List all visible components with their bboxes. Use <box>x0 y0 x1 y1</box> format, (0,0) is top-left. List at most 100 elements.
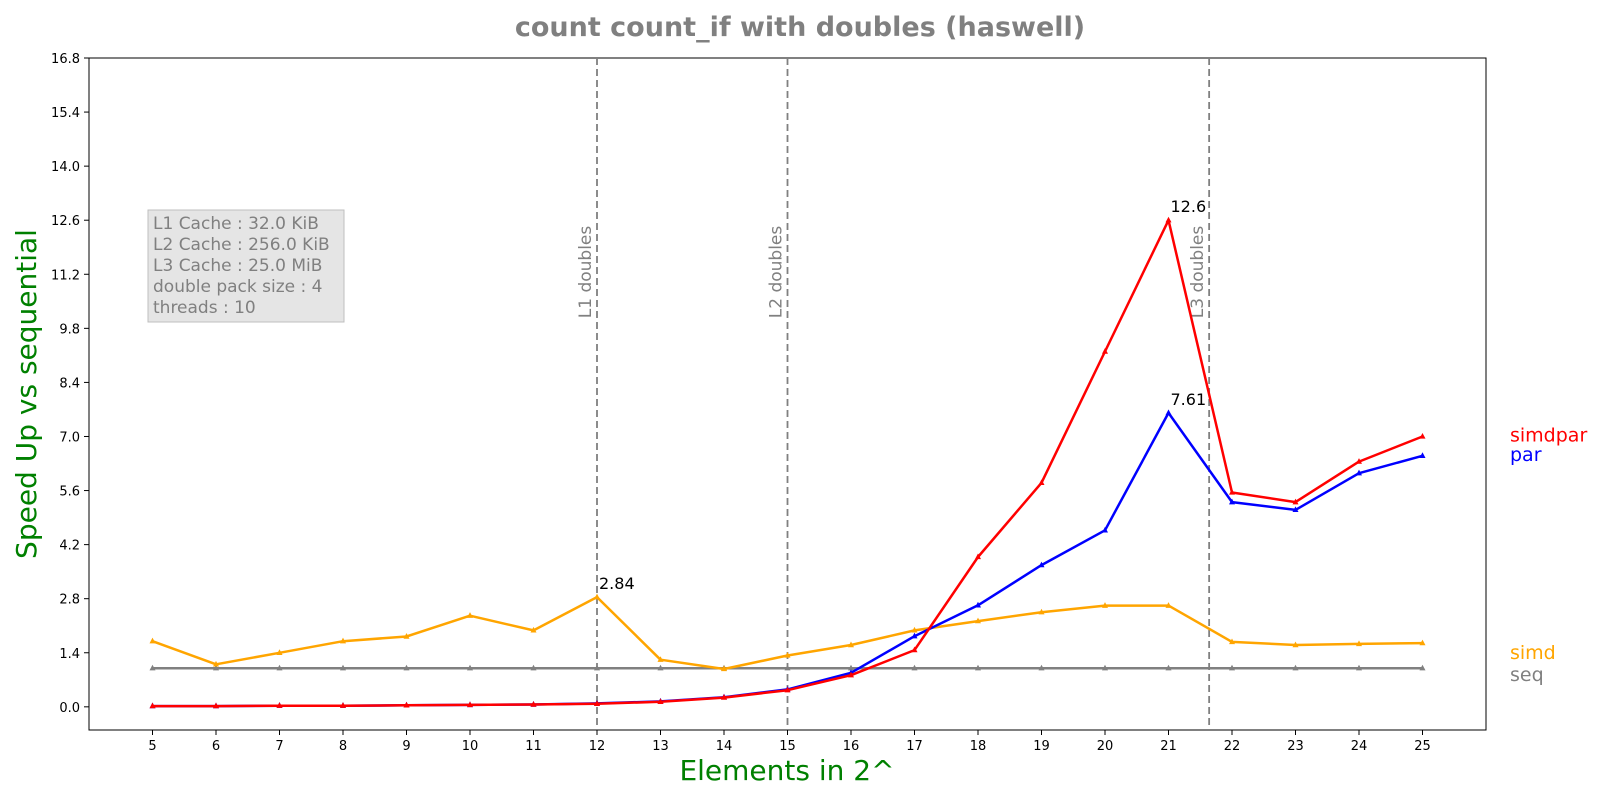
data-point-simdpar <box>848 671 854 678</box>
x-tick-label: 15 <box>779 739 796 754</box>
data-point-simd <box>149 637 156 644</box>
data-point-par <box>1356 469 1362 476</box>
cache-lines: L1 doubles L2 doubles L3 doubles <box>576 58 1211 730</box>
data-point-seq <box>403 664 410 671</box>
data-point-simd <box>975 617 981 624</box>
chart-title: count count_if with doubles (haswell) <box>515 12 1085 43</box>
data-point-simdpar <box>467 701 473 708</box>
x-tick-label: 20 <box>1097 739 1114 754</box>
y-tick-label: 12.6 <box>51 214 80 229</box>
data-point-par <box>1419 452 1426 458</box>
data-point-simd <box>276 649 283 655</box>
data-point-simd <box>213 660 219 667</box>
data-point-par <box>1165 409 1172 416</box>
y-tick-label: 9.8 <box>59 322 80 337</box>
x-tick-label: 16 <box>843 739 860 754</box>
cache-line-label: L2 doubles <box>767 226 787 319</box>
x-tick-label: 21 <box>1160 739 1177 754</box>
data-point-simdpar <box>1165 216 1172 223</box>
x-tick-label: 5 <box>148 739 156 754</box>
data-point-simd <box>403 633 410 639</box>
data-point-simdpar <box>149 702 156 709</box>
data-point-simd <box>594 593 600 600</box>
cache-line-label: L3 doubles <box>1188 226 1208 319</box>
data-point-simd <box>784 651 791 658</box>
data-point-seq <box>1419 664 1426 671</box>
data-point-simd <box>1165 602 1172 608</box>
data-point-simdpar <box>1419 432 1426 439</box>
data-point-seq <box>276 664 283 671</box>
info-line-pack: double pack size : 4 <box>153 277 322 297</box>
data-point-simd <box>657 656 664 662</box>
y-tick-label: 14.0 <box>51 160 80 175</box>
x-tick-label: 18 <box>970 739 987 754</box>
data-point-simd <box>1102 602 1108 608</box>
data-point-simdpar <box>340 702 346 708</box>
data-point-simdpar <box>784 686 791 693</box>
x-tick-label: 24 <box>1351 739 1368 754</box>
y-axis: 0.0 1.4 2.8 4.2 5.6 7.0 8.4 9.8 11.2 12.6 14.0 15.4… <box>51 52 89 716</box>
data-point-seq <box>1038 664 1045 671</box>
data-point-simdpar <box>1229 488 1235 495</box>
data-point-seq <box>467 664 473 671</box>
x-axis: 5 6 7 8 9 10 11 12 13 14 15 16 17 18 19 20 21 22 23 24 25 <box>148 730 1431 754</box>
x-tick-label: 19 <box>1033 739 1050 754</box>
data-point-seq <box>149 664 156 671</box>
data-point-simdpar <box>594 700 600 706</box>
data-point-simdpar <box>721 694 727 700</box>
data-point-simdpar <box>975 553 981 560</box>
series-group <box>149 216 1426 709</box>
x-tick-label: 7 <box>275 739 283 754</box>
data-point-simd <box>1229 638 1235 645</box>
data-point-par <box>1102 526 1108 533</box>
data-point-par <box>1038 561 1045 568</box>
data-point-seq <box>1102 664 1108 671</box>
data-point-simd <box>1038 608 1045 615</box>
legend-item-simdpar: simdpar <box>1510 425 1587 447</box>
data-point-simdpar <box>657 698 664 705</box>
info-box-background <box>147 209 345 323</box>
data-point-par <box>1229 498 1235 505</box>
data-point-simdpar <box>213 702 219 709</box>
x-tick-label: 10 <box>462 739 479 754</box>
data-point-seq <box>530 664 537 671</box>
info-line-threads: threads : 10 <box>153 298 256 318</box>
data-point-simdpar <box>911 646 918 653</box>
data-point-seq <box>848 664 854 671</box>
data-point-par <box>975 601 981 608</box>
info-line-l2: L2 Cache : 256.0 KiB <box>153 235 330 255</box>
x-tick-label: 9 <box>402 739 410 754</box>
data-point-simd <box>467 612 473 618</box>
data-point-simd <box>848 641 854 648</box>
x-tick-label: 22 <box>1224 739 1241 754</box>
data-point-seq <box>1356 664 1362 671</box>
data-point-seq <box>911 664 918 671</box>
data-point-seq <box>975 664 981 671</box>
data-point-seq <box>213 664 219 671</box>
legend-item-seq: seq <box>1510 664 1544 686</box>
y-axis-label: Speed Up vs sequential <box>10 229 43 559</box>
data-point-seq <box>1229 664 1235 671</box>
data-point-simdpar <box>1038 479 1045 486</box>
data-point-simd <box>1292 641 1299 648</box>
data-point-simdpar <box>1356 458 1362 464</box>
info-box: L1 Cache : 32.0 KiB L2 Cache : 256.0 KiB… <box>147 209 345 323</box>
y-tick-label: 0.0 <box>59 701 80 716</box>
data-point-simdpar <box>1102 348 1108 354</box>
x-tick-label: 6 <box>212 739 220 754</box>
data-point-simd <box>340 637 346 644</box>
data-point-seq <box>1165 664 1172 671</box>
y-tick-label: 2.8 <box>59 593 80 608</box>
data-point-simdpar <box>403 701 410 708</box>
data-point-simdpar <box>1292 498 1299 505</box>
x-tick-label: 8 <box>339 739 347 754</box>
data-point-simd <box>911 626 918 633</box>
legend-item-simd: simd <box>1510 642 1556 664</box>
data-point-seq <box>1292 664 1299 671</box>
annotations: 2.84 12.6 7.61 <box>599 197 1206 593</box>
data-point-seq <box>340 664 346 671</box>
y-tick-label: 1.4 <box>59 647 80 662</box>
y-tick-label: 5.6 <box>59 485 80 500</box>
annotation-label: 2.84 <box>599 574 635 593</box>
